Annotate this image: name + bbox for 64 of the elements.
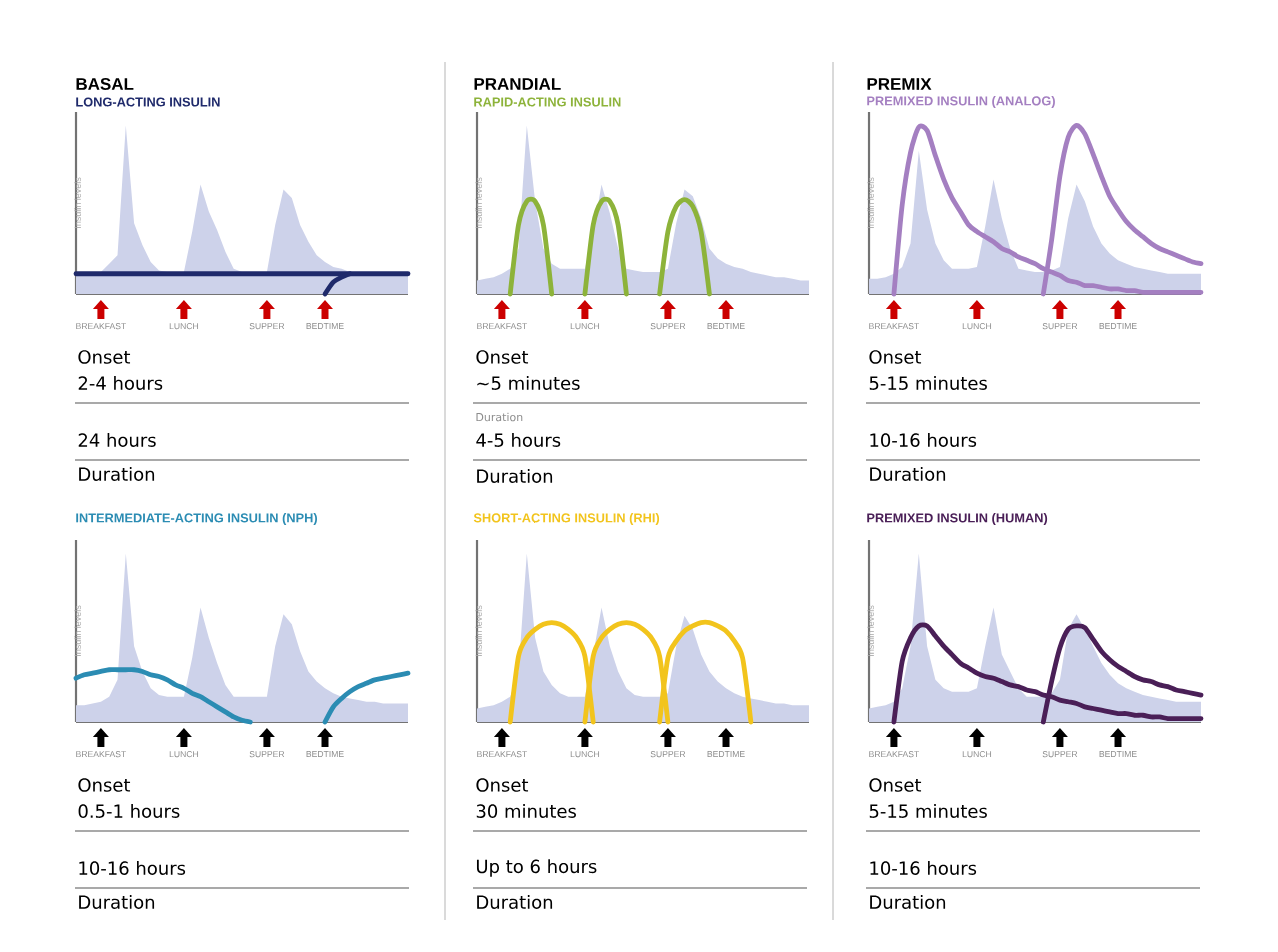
chart-subtitle: PREMIXED INSULIN (ANALOG) <box>867 96 1055 108</box>
chart-title: PREMIX <box>867 78 932 90</box>
x-tick-label: LUNCH <box>169 751 199 758</box>
chart-title: PREMIXED INSULIN (HUMAN) <box>867 513 1048 525</box>
x-tick-label: BEDTIME <box>1099 323 1137 329</box>
x-tick-label: BREAKFAST <box>477 323 528 330</box>
x-tick-label: BREAKFAST <box>477 751 528 758</box>
x-tick-label: BEDTIME <box>707 751 745 757</box>
x-tick-label: BREAKFAST <box>76 751 127 758</box>
y-axis-title: Insulin levels <box>74 605 81 656</box>
x-tick-label: BEDTIME <box>306 751 344 757</box>
chart-title: SHORT-ACTING INSULIN (RHI) <box>473 513 660 525</box>
text: Duration <box>477 469 553 483</box>
y-axis-title: Insulin levels <box>867 605 874 656</box>
x-tick-label: BEDTIME <box>1099 751 1137 757</box>
text: Duration <box>476 412 523 422</box>
text: 10-16 hours <box>870 861 977 875</box>
x-tick-label: SUPPER <box>650 751 686 758</box>
x-tick-label: SUPPER <box>249 323 285 330</box>
x-tick-label: SUPPER <box>249 751 285 758</box>
text: 10-16 hours <box>79 861 186 875</box>
x-tick-label: SUPPER <box>1042 323 1078 330</box>
text: Onset <box>78 350 131 364</box>
text: Up to 6 hours <box>476 859 597 877</box>
text: Onset <box>476 350 529 364</box>
text: 4-5 hours <box>476 433 561 447</box>
y-axis-title: Insulin levels <box>867 177 874 228</box>
text: Duration <box>870 467 946 481</box>
x-tick-label: LUNCH <box>962 751 992 758</box>
x-tick-label: LUNCH <box>570 323 600 330</box>
text: 30 minutes <box>476 804 576 818</box>
y-axis-title: Insulin levels <box>475 177 482 228</box>
y-axis-title: Insulin levels <box>475 605 482 656</box>
text: 5-15 minutes <box>869 376 987 390</box>
text: Onset <box>476 778 529 792</box>
chart-title: BASAL <box>76 77 134 90</box>
text: Duration <box>870 895 946 909</box>
chart-subtitle: LONG-ACTING INSULIN <box>76 97 220 107</box>
text: Duration <box>79 895 155 909</box>
x-tick-label: SUPPER <box>1042 751 1078 758</box>
text: Onset <box>78 778 131 792</box>
x-tick-label: BREAKFAST <box>76 323 127 330</box>
text: 24 hours <box>78 433 156 447</box>
chart-title: INTERMEDIATE-ACTING INSULIN (NPH) <box>76 513 318 525</box>
text: 2-4 hours <box>78 376 163 390</box>
x-tick-label: BREAKFAST <box>869 751 920 758</box>
text: 5-15 minutes <box>869 804 987 818</box>
chart-subtitle: RAPID-ACTING INSULIN <box>474 97 621 107</box>
x-tick-label: LUNCH <box>962 323 992 330</box>
x-tick-label: BEDTIME <box>707 323 745 329</box>
text: 10-16 hours <box>870 433 977 447</box>
text: 0.5-1 hours <box>78 804 180 818</box>
x-tick-label: LUNCH <box>169 323 199 330</box>
text: Duration <box>477 895 553 909</box>
y-axis-title: Insulin levels <box>74 177 81 228</box>
x-tick-label: SUPPER <box>650 323 686 330</box>
chart-title: PRANDIAL <box>474 78 561 90</box>
x-tick-label: BEDTIME <box>306 323 344 329</box>
x-tick-label: BREAKFAST <box>869 323 920 330</box>
text: Onset <box>869 350 922 364</box>
text: Duration <box>79 467 155 481</box>
text: ~5 minutes <box>477 376 580 390</box>
x-tick-label: LUNCH <box>570 751 600 758</box>
text: Onset <box>869 778 922 792</box>
